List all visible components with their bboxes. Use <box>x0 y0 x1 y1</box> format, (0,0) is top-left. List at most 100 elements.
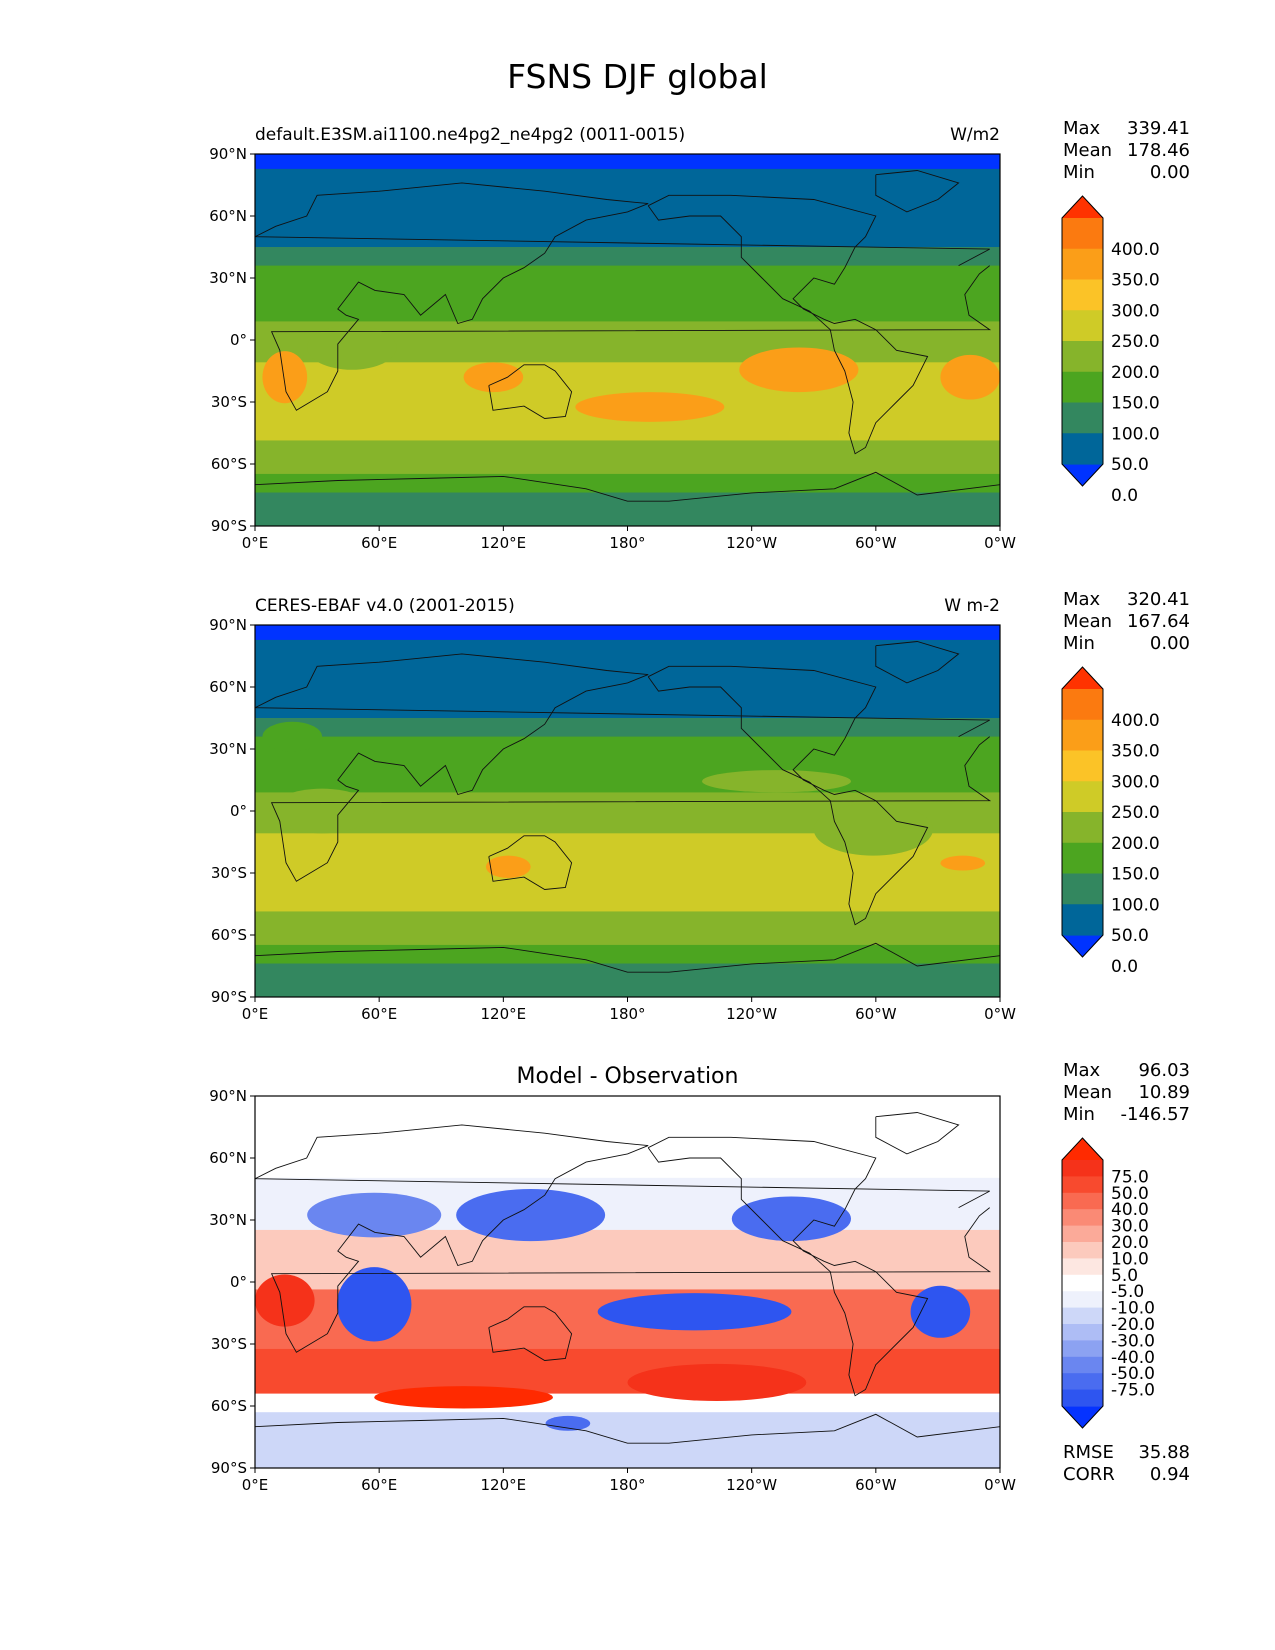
stat-value: 96.03 <box>1138 1060 1190 1081</box>
colorbar: 400.0 350.0 300.0 250.0 200.0 150.0 100.0 50.0 0… <box>1061 195 1160 506</box>
stat-value: 167.64 <box>1127 611 1190 632</box>
colorbar-segment <box>1062 1307 1103 1325</box>
colorbar-segment <box>1062 279 1103 311</box>
stat-label: Mean <box>1063 140 1112 161</box>
lat-tick-label: 90°N <box>209 1087 247 1105</box>
stat-label: Max <box>1063 589 1101 610</box>
field-blob <box>702 770 851 793</box>
field-blob <box>597 1293 792 1331</box>
colorbar-segment <box>1062 1373 1103 1391</box>
lat-tick-label: 30°N <box>209 740 247 758</box>
colorbar-label: 100.0 <box>1111 424 1160 444</box>
lon-tick-label: 120°W <box>726 1005 777 1023</box>
colorbar-label: 50.0 <box>1111 1184 1149 1204</box>
field-model <box>255 154 1000 526</box>
field-band <box>255 911 1000 946</box>
lat-tick-label: 90°S <box>211 517 247 535</box>
field-blob <box>336 1267 412 1342</box>
colorbar-segment <box>1062 1291 1103 1309</box>
colorbar-segment <box>1062 1242 1103 1259</box>
colorbar-segment <box>1062 812 1103 844</box>
field-blob <box>307 1192 442 1238</box>
colorbar-label: -40.0 <box>1111 1348 1155 1368</box>
extra-stat-value: 35.88 <box>1138 1442 1190 1463</box>
lat-tick-label: 60°N <box>209 207 247 225</box>
lon-tick-label: 120°W <box>726 1476 777 1494</box>
colorbar-extend-min <box>1062 935 1103 957</box>
colorbar-label: 400.0 <box>1111 240 1160 260</box>
lon-tick-label: 180° <box>609 534 645 552</box>
colorbar-segment <box>1062 402 1103 434</box>
lon-tick-label: 120°E <box>481 534 527 552</box>
colorbar-extend-max <box>1062 1138 1103 1160</box>
lon-tick-label: 0°E <box>242 1476 269 1494</box>
colorbar-label: -20.0 <box>1111 1315 1155 1335</box>
coastline <box>255 471 1000 502</box>
coastline <box>647 1136 929 1397</box>
field-blob <box>262 721 323 752</box>
field-blob <box>910 1285 971 1338</box>
field-blob <box>255 1274 315 1327</box>
colorbar-label: -10.0 <box>1111 1299 1155 1319</box>
stat-label: Mean <box>1063 611 1112 632</box>
colorbar-segment <box>1062 1389 1103 1407</box>
coastlines <box>255 170 1000 502</box>
lon-tick-label: 60°W <box>855 534 897 552</box>
field-blob <box>940 354 1000 400</box>
lon-tick-label: 60°W <box>855 1476 897 1494</box>
colorbar-label: 0.0 <box>1111 957 1138 977</box>
colorbar-label: 0.0 <box>1111 486 1138 506</box>
lon-tick-label: 0°W <box>984 1476 1016 1494</box>
stat-value: 339.41 <box>1127 118 1190 139</box>
coastline <box>255 182 992 411</box>
lat-tick-label: 90°N <box>209 145 247 163</box>
lat-tick-label: 90°S <box>211 1459 247 1477</box>
field-blob <box>307 325 397 370</box>
coastlines <box>255 641 1000 973</box>
lon-tick-label: 0°E <box>242 534 269 552</box>
colorbar-segment <box>1062 781 1103 813</box>
colorbar-extend-min <box>1062 464 1103 486</box>
colorbar-segment <box>1062 1160 1103 1177</box>
colorbar-label: -50.0 <box>1111 1364 1155 1384</box>
stat-value: 320.41 <box>1127 589 1190 610</box>
colorbar-outline <box>1061 1137 1104 1429</box>
field-band <box>255 736 1000 793</box>
field-blob <box>813 803 933 856</box>
field-band <box>255 625 1000 641</box>
colorbar-label: 5.0 <box>1111 1266 1138 1286</box>
lat-tick-label: 60°N <box>209 1149 247 1167</box>
panel-left-title: CERES-EBAF v4.0 (2001-2015) <box>255 596 515 616</box>
field-obs <box>255 625 1000 997</box>
colorbar-label: 350.0 <box>1111 742 1160 762</box>
coastline <box>488 835 573 890</box>
panel-units: W/m2 <box>950 125 1000 145</box>
colorbar-segment <box>1062 1225 1103 1243</box>
colorbar-segment <box>1062 248 1103 281</box>
coastline <box>255 1413 1000 1444</box>
field-blob <box>262 351 308 404</box>
colorbar-label: 250.0 <box>1111 332 1160 352</box>
colorbar-label: 50.0 <box>1111 926 1149 946</box>
stat-label: Min <box>1063 1104 1095 1125</box>
colorbar-label: 10.0 <box>1111 1249 1149 1269</box>
field-band <box>255 1348 1000 1395</box>
colorbar-segment <box>1062 1324 1103 1341</box>
field-band <box>255 247 1000 267</box>
lon-tick-label: 120°E <box>481 1476 527 1494</box>
field-blob <box>374 1386 553 1409</box>
field-blob <box>575 392 725 422</box>
colorbar-segment <box>1062 371 1103 404</box>
field-band <box>255 154 1000 170</box>
colorbar-segment <box>1062 1274 1103 1292</box>
lon-tick-label: 180° <box>609 1005 645 1023</box>
colorbar-label: 250.0 <box>1111 803 1160 823</box>
field-band <box>255 718 1000 738</box>
colorbar-label: 200.0 <box>1111 834 1160 854</box>
colorbar-segment <box>1062 750 1103 782</box>
coastline <box>875 170 960 213</box>
colorbar-label: 300.0 <box>1111 772 1160 792</box>
lat-tick-label: 0° <box>230 802 247 820</box>
field-blob <box>940 855 986 871</box>
